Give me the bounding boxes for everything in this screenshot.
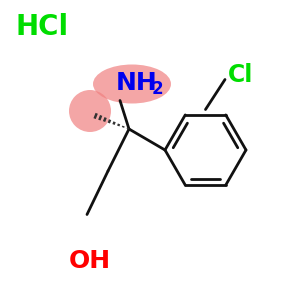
- Ellipse shape: [93, 64, 171, 104]
- Circle shape: [69, 90, 111, 132]
- Text: Cl: Cl: [228, 63, 254, 87]
- Text: NH: NH: [116, 70, 157, 94]
- Text: OH: OH: [69, 249, 111, 273]
- Text: 2: 2: [152, 80, 163, 98]
- Text: HCl: HCl: [15, 13, 68, 41]
